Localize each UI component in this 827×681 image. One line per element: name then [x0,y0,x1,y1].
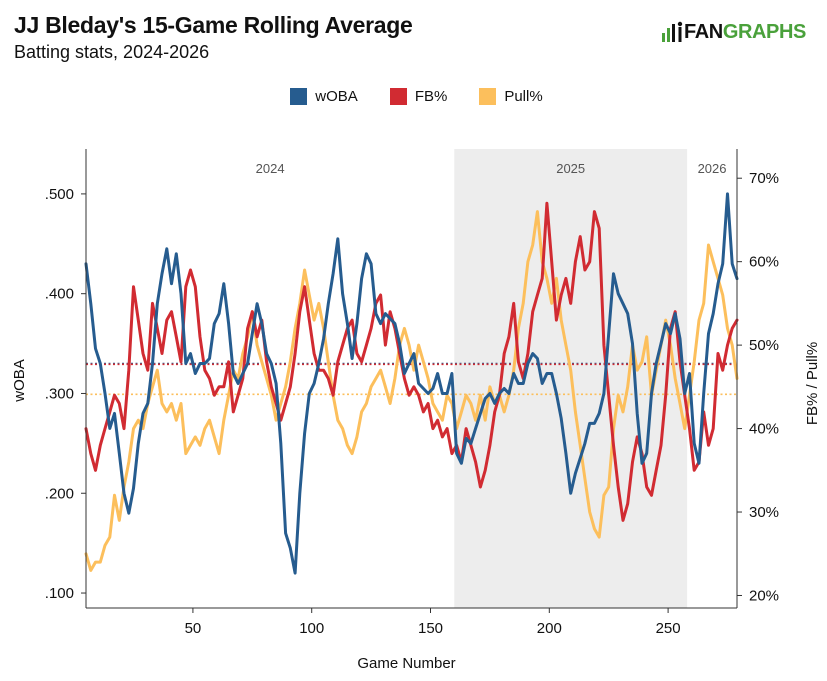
y-axis-label-right: FB% / Pull% [804,342,821,425]
logo-text-fan: FAN [684,20,723,43]
y-right-tick-label: 20% [749,587,779,604]
y-left-tick-label: .500 [45,186,74,203]
y-right-tick-label: 70% [749,170,779,187]
x-tick-label: 50 [185,620,202,637]
chart-title: JJ Bleday's 15-Game Rolling Average [14,12,413,38]
fangraphs-logo: FAN GRAPHS [661,20,806,44]
x-axis-label: Game Number [357,655,455,672]
y-right-tick-label: 50% [749,337,779,354]
logo-text-graphs: GRAPHS [722,20,807,43]
legend-label: Pull% [504,88,543,105]
x-tick-label: 150 [418,620,443,637]
season-label-2024: 2024 [256,161,285,176]
legend-item-woba: wOBA [290,88,358,105]
series-line-woba [84,192,739,575]
season-label-2026: 2026 [698,161,727,176]
y-left-tick-label: .400 [45,286,74,303]
y-right-tick-label: 60% [749,254,779,271]
x-tick-label: 200 [537,620,562,637]
legend-swatch [389,88,407,105]
y-right-tick-label: 40% [749,421,779,438]
y-left-tick-label: .300 [45,385,74,402]
legend-item-pull: Pull% [479,88,543,105]
y-left-tick-label: .200 [45,485,74,502]
batter-logo-icon [662,21,683,42]
y-right-tick-label: 30% [749,504,779,521]
legend-swatch [479,88,497,105]
legend-item-fb: FB% [389,88,448,105]
chart-legend: wOBA FB% Pull% [0,88,827,105]
season-label-2025: 2025 [556,161,585,176]
y-left-tick-label: .100 [45,585,74,602]
legend-label: wOBA [315,88,358,105]
series-line-fb [84,201,739,522]
x-tick-label: 250 [656,620,681,637]
legend-swatch [290,88,308,105]
y-axis-label-left: wOBA [11,359,28,403]
chart-subtitle: Batting stats, 2024-2026 [14,42,210,62]
x-tick-label: 100 [299,620,324,637]
legend-label: FB% [414,88,448,105]
